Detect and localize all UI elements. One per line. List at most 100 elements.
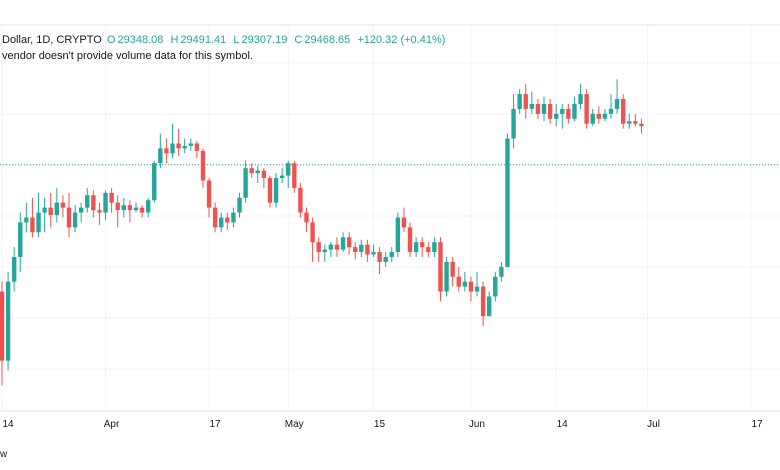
candle-body: [145, 200, 151, 213]
candle-body: [66, 207, 72, 228]
candle-body: [377, 252, 382, 262]
candle-body: [499, 266, 504, 277]
candle-body: [383, 256, 388, 262]
candle-body: [602, 113, 608, 119]
candle-body: [438, 242, 443, 292]
candle-body: [614, 99, 620, 109]
candle-body: [298, 187, 303, 213]
candle-body: [334, 244, 340, 250]
candle-body: [529, 103, 535, 109]
candle-body: [316, 242, 321, 253]
candle-body: [517, 94, 522, 109]
candle-body: [182, 145, 187, 149]
candle-body: [487, 296, 492, 317]
candle-body: [420, 242, 425, 248]
candle-body: [91, 195, 96, 211]
candle-body: [365, 244, 370, 255]
x-tick-label: Apr: [104, 419, 120, 430]
x-tick-label: 17: [209, 419, 221, 430]
candle-body: [121, 205, 126, 211]
candle-body: [170, 143, 175, 154]
candle-body: [273, 178, 279, 203]
low-label: L: [233, 34, 240, 46]
candle-body: [24, 217, 29, 223]
candle-body: [340, 237, 346, 250]
candle-body: [188, 143, 193, 146]
candle-body: [200, 150, 206, 181]
candle-body: [286, 163, 291, 176]
candle-body: [627, 121, 632, 124]
candle-body: [164, 148, 169, 154]
candle-body: [212, 207, 218, 228]
candle-body: [206, 180, 212, 208]
candle-body: [389, 252, 394, 257]
candle-body: [127, 205, 133, 211]
candle-body: [584, 94, 589, 124]
candle-body: [249, 168, 254, 174]
symbol-label[interactable]: Dollar, 1D, CRYPTO: [2, 34, 102, 46]
candle-body: [359, 244, 364, 253]
candle-body: [523, 94, 528, 109]
x-tick-label: May: [285, 419, 304, 430]
x-tick-label: Jun: [469, 419, 485, 430]
high-value: H 29491.41: [170, 34, 227, 46]
candle-body: [152, 163, 157, 201]
x-tick-label: 14: [2, 419, 14, 430]
candle-body: [5, 281, 11, 361]
candle-body: [474, 286, 480, 292]
candle-body: [608, 108, 614, 114]
candle-body: [109, 192, 114, 203]
candle-body: [407, 227, 413, 253]
candle-body: [133, 207, 139, 211]
candle-body: [158, 148, 163, 164]
candle-body: [371, 252, 376, 255]
candle-body: [456, 276, 461, 287]
candle-body: [139, 207, 145, 213]
candle-body: [310, 222, 315, 243]
ohlc-legend: Dollar, 1D, CRYPTO O 29348.08 H 29491.41 L…: [2, 34, 447, 47]
candle-body: [97, 210, 102, 213]
x-tick-label: 17: [752, 419, 764, 430]
candle-body: [462, 281, 468, 287]
candle-body: [493, 276, 498, 297]
candle-body: [48, 207, 53, 216]
candle-body: [225, 217, 230, 223]
candle-body: [511, 108, 516, 139]
close-label: C: [294, 34, 303, 46]
candle-body: [194, 143, 200, 151]
candle-body: [279, 175, 285, 179]
candle-body: [18, 222, 23, 257]
candle-body: [444, 261, 449, 292]
candle-body: [426, 247, 431, 253]
candle-body: [620, 99, 626, 124]
candle-body: [566, 108, 571, 119]
close-value: C 29468.65: [294, 34, 351, 46]
candle-body: [231, 212, 236, 223]
candle-body: [0, 291, 5, 361]
candle-body: [243, 168, 248, 198]
candle-body: [30, 217, 35, 233]
candle-body: [639, 123, 644, 127]
candle-body: [322, 249, 327, 253]
candle-body: [176, 143, 181, 149]
candle-body: [353, 247, 358, 253]
candle-body: [395, 217, 401, 253]
candle-body: [54, 202, 60, 216]
candle-body: [36, 212, 41, 233]
candle-body: [292, 163, 297, 188]
candle-body: [413, 242, 419, 253]
brand-fragment[interactable]: w: [0, 449, 8, 460]
candle-body: [547, 103, 553, 119]
candle-body: [590, 113, 595, 124]
candle-body: [553, 113, 559, 119]
candle-body: [541, 103, 547, 114]
volume-notice: vendor doesn't provide volume data for t…: [2, 50, 253, 62]
candle-body: [578, 94, 583, 104]
candle-body: [115, 202, 120, 211]
candle-body: [450, 261, 455, 277]
candle-body: [11, 256, 17, 282]
low-value: L 29307.19: [233, 34, 288, 46]
candle-body: [60, 202, 66, 208]
